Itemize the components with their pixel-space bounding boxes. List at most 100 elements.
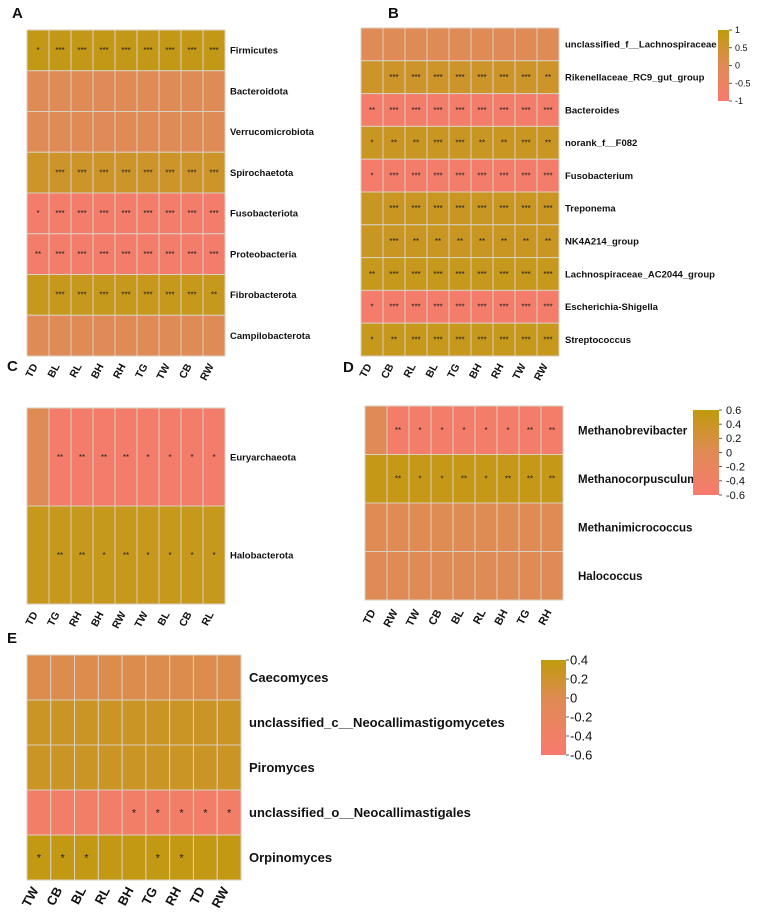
heatmap-cell	[180, 111, 204, 153]
significance-mark: ***	[433, 270, 442, 279]
significance-mark: *	[156, 852, 161, 864]
heatmap-cell	[382, 27, 406, 62]
significance-mark: ***	[411, 171, 420, 180]
significance-mark: *	[84, 852, 89, 864]
significance-mark: **	[123, 551, 129, 560]
heatmap-cell	[192, 834, 218, 881]
significance-mark: *	[190, 551, 193, 560]
significance-mark: *	[484, 475, 487, 484]
heatmap-cell	[114, 314, 138, 357]
column-label: BL	[45, 361, 62, 380]
significance-mark: ***	[477, 73, 486, 82]
heatmap-cell	[192, 654, 218, 701]
colorbar-tick-label: -0.6	[726, 490, 745, 502]
column-label: RL	[199, 609, 216, 628]
heatmap-cell	[26, 789, 52, 836]
panel-letter: B	[388, 5, 399, 22]
significance-mark: **	[523, 237, 529, 246]
heatmap-cell	[540, 502, 564, 552]
heatmap-cell	[192, 744, 218, 791]
significance-mark: ***	[433, 335, 442, 344]
heatmap-cell	[470, 27, 494, 62]
significance-mark: ***	[477, 106, 486, 115]
row-label: Orpinomyces	[249, 850, 332, 865]
heatmap-cell	[74, 699, 99, 746]
significance-mark: **	[123, 453, 129, 462]
significance-mark: **	[479, 139, 485, 148]
heatmap-panel-a: A* *** *** *** *** *** *** *** ****** *** *** *** **…	[12, 5, 315, 383]
significance-mark: ***	[455, 171, 464, 180]
row-label: Piromyces	[249, 760, 315, 775]
significance-mark: ***	[543, 303, 552, 312]
column-label: BL	[449, 608, 467, 627]
significance-mark: **	[501, 139, 507, 148]
significance-mark: ***	[389, 106, 398, 115]
heatmap-cell	[74, 789, 99, 836]
heatmap-cell	[121, 654, 147, 701]
heatmap-cell	[26, 654, 52, 701]
heatmap-cell	[50, 744, 76, 791]
column-label: BH	[467, 362, 485, 381]
colorbar	[693, 410, 719, 495]
significance-mark: ***	[543, 270, 552, 279]
significance-mark: *	[370, 303, 373, 312]
column-label: TD	[357, 361, 374, 379]
column-label: TD	[23, 609, 40, 627]
heatmap-cell	[430, 551, 454, 601]
heatmap-cell	[514, 27, 538, 62]
significance-mark: ***	[165, 250, 174, 259]
colorbar-tick-label: 0.2	[726, 433, 741, 445]
significance-mark: *	[506, 426, 509, 435]
significance-mark: *	[462, 426, 465, 435]
significance-mark: ***	[455, 73, 464, 82]
significance-mark: ***	[411, 73, 420, 82]
significance-mark: *	[440, 426, 443, 435]
significance-mark: ***	[499, 204, 508, 213]
column-label: RL	[91, 884, 112, 906]
significance-mark: **	[369, 270, 375, 279]
row-label: Firmicutes	[230, 46, 278, 57]
heatmap-cell	[364, 454, 388, 504]
significance-mark: ***	[187, 209, 196, 218]
significance-mark: ***	[77, 250, 86, 259]
significance-mark: *	[36, 209, 39, 218]
significance-mark: **	[101, 453, 107, 462]
heatmap-cell	[180, 314, 204, 357]
heatmap-cell	[92, 111, 116, 153]
significance-mark: ***	[77, 209, 86, 218]
heatmap-cell	[540, 551, 564, 601]
heatmap-cell	[26, 70, 50, 112]
heatmap-panel-b: B*** *** *** *** *** *** *** **** *** *** *** *** **…	[357, 5, 750, 383]
significance-mark: ***	[187, 46, 196, 55]
significance-mark: **	[505, 475, 511, 484]
column-label: BH	[89, 362, 107, 381]
significance-mark: *	[156, 807, 161, 819]
heatmap-cell	[74, 744, 99, 791]
significance-mark: ***	[121, 209, 130, 218]
significance-mark: ***	[477, 270, 486, 279]
significance-mark: ***	[521, 303, 530, 312]
significance-mark: ***	[433, 73, 442, 82]
significance-mark: **	[391, 335, 397, 344]
colorbar-tick-label: 0.6	[726, 405, 741, 417]
heatmap-cell	[536, 322, 560, 357]
panel-letter: E	[7, 630, 17, 647]
significance-mark: **	[413, 237, 419, 246]
heatmap-cell	[364, 502, 388, 552]
column-label: RW	[382, 607, 401, 629]
significance-mark: ***	[55, 291, 64, 300]
significance-mark: ***	[521, 204, 530, 213]
heatmap-cell	[452, 502, 476, 552]
heatmap-cell	[48, 111, 72, 153]
heatmap-cell	[74, 654, 99, 701]
significance-mark: *	[146, 551, 149, 560]
column-label: TW	[132, 610, 150, 630]
heatmap-cell	[121, 834, 147, 881]
row-label: Rikenellaceae_RC9_gut_group	[565, 73, 705, 84]
heatmap-cell	[496, 551, 520, 601]
heatmap-cell	[452, 551, 476, 601]
column-label: BH	[493, 608, 511, 628]
column-label: RH	[67, 610, 85, 629]
column-label: RW	[208, 884, 232, 911]
column-label: CB	[43, 884, 65, 908]
